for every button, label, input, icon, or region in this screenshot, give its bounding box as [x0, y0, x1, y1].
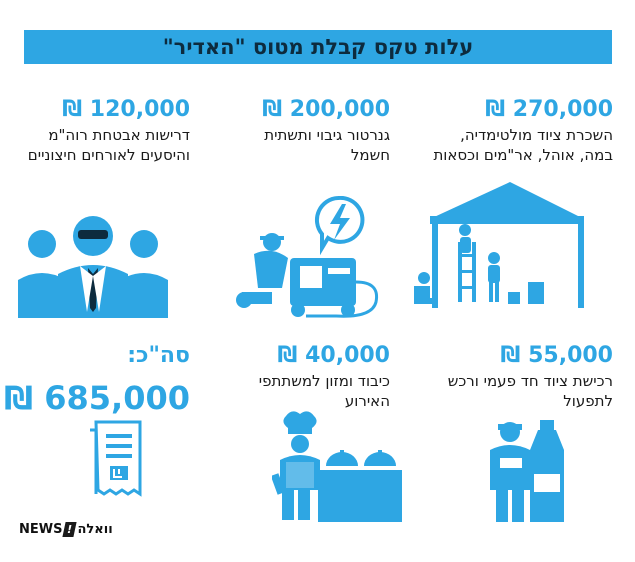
cost-amount: 200,000 ₪: [262, 97, 390, 122]
walla-news-logo: NEWS ! וואלה: [19, 522, 113, 537]
cost-item-tent: 270,000 ₪ השכרת ציוד מולטימדיה, במה, אוה…: [423, 97, 613, 165]
security-guards-icon: [18, 216, 168, 318]
cost-amount: 270,000 ₪: [485, 97, 613, 122]
logo-badge: !: [62, 522, 78, 537]
receipt-icon: [90, 420, 142, 497]
cost-description: דרישות אבטחת רוה"מ והיסעים לאורחים חיצונ…: [27, 126, 190, 164]
cost-item-supplies: 55,000 ₪ רכישת ציוד חד פעמי ורכש לתפעול: [423, 343, 613, 411]
cost-amount: 120,000 ₪: [62, 97, 190, 122]
total-amount: 685,000 ₪: [4, 379, 190, 417]
cost-total: סה"כ: 685,000 ₪: [4, 343, 190, 417]
tent-stage-icon: [414, 182, 584, 308]
cost-description: רכישת ציוד חד פעמי ורכש לתפעול: [447, 372, 613, 410]
cost-description: גנרטור גיבוי ותשתית חשמל: [264, 126, 390, 164]
total-label: סה"כ:: [127, 343, 190, 368]
cost-amount: 55,000 ₪: [500, 343, 613, 368]
cost-item-catering: 40,000 ₪ כיבוד ומזון למשתתפי האירוע: [230, 343, 390, 411]
title-banner: עלות טקס קבלת מטוס "האדיר": [24, 30, 612, 64]
cost-description: כיבוד ומזון למשתתפי האירוע: [258, 372, 390, 410]
generator-icon: [236, 196, 379, 318]
cost-item-security: 120,000 ₪ דרישות אבטחת רוה"מ והיסעים לאו…: [15, 97, 190, 165]
page-title: עלות טקס קבלת מטוס "האדיר": [162, 35, 474, 59]
supplies-icon: [490, 420, 564, 522]
cost-amount: 40,000 ₪: [277, 343, 390, 368]
logo-news-text: NEWS: [19, 522, 63, 537]
cost-item-generator: 200,000 ₪ גנרטור גיבוי ותשתית חשמל: [230, 97, 390, 165]
logo-walla-text: וואלה: [77, 522, 113, 537]
catering-chef-icon: [272, 411, 402, 522]
cost-description: השכרת ציוד מולטימדיה, במה, אוהל, אר"מים …: [433, 126, 613, 164]
